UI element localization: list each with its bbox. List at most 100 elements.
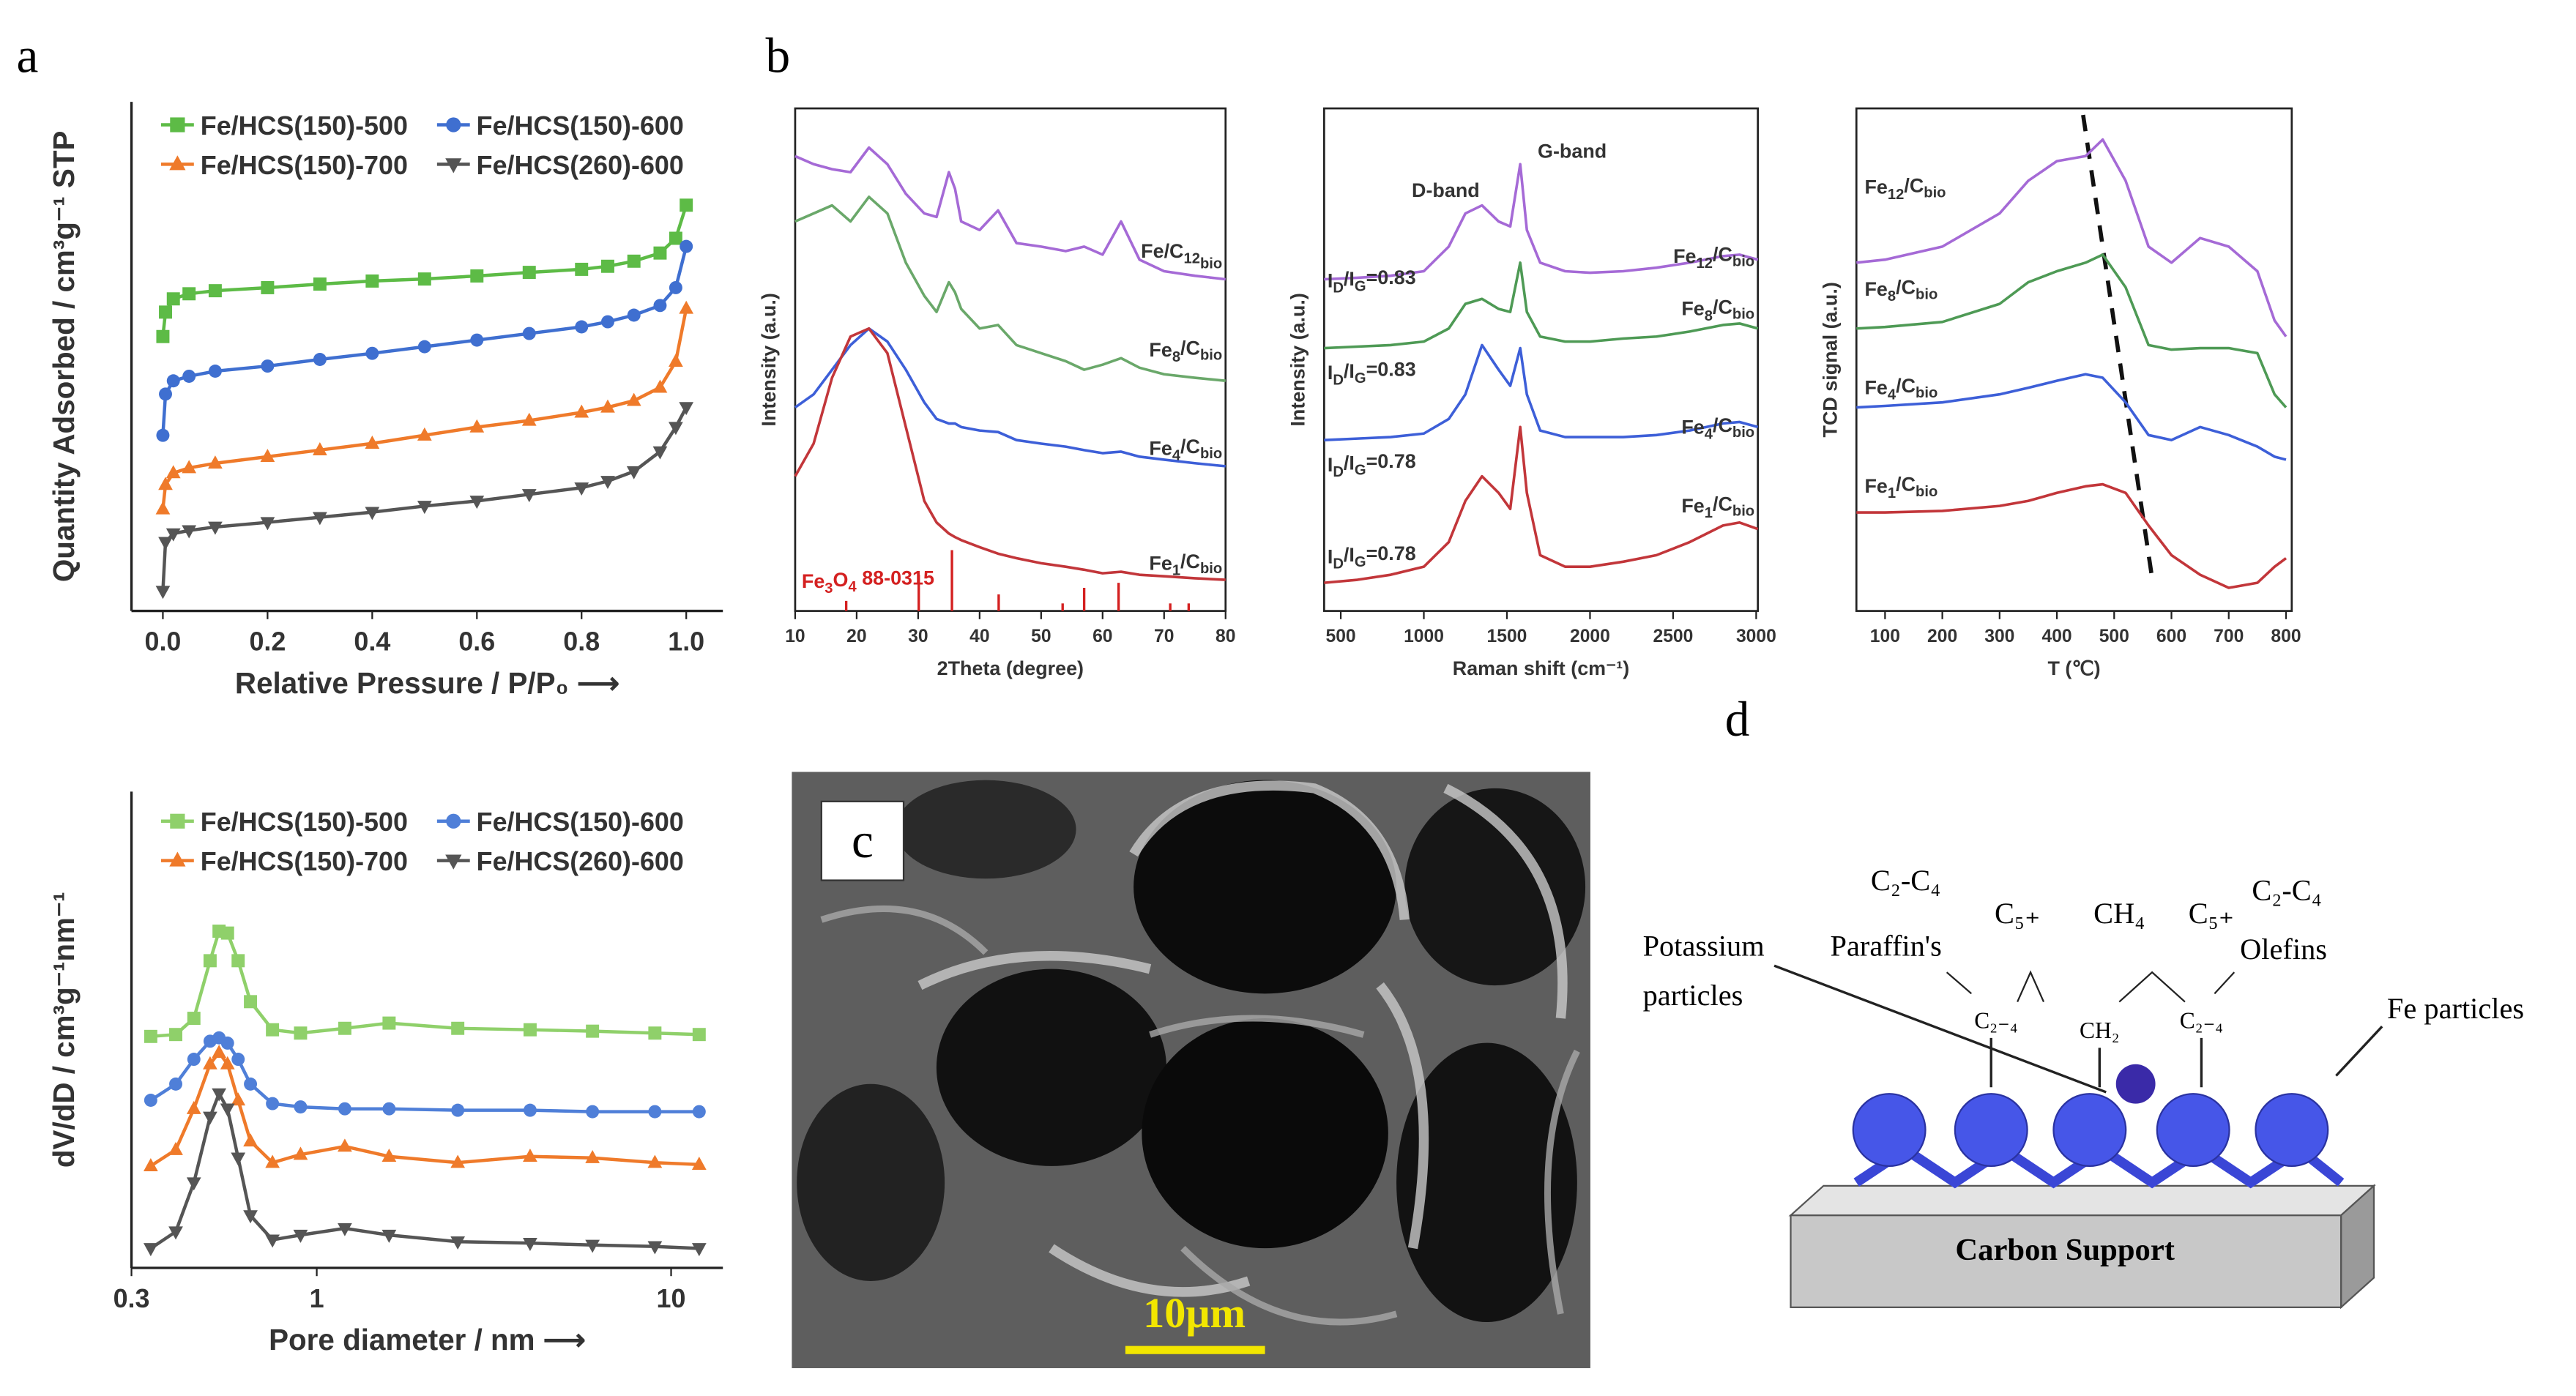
series-label: Fe8/Cbio	[1681, 296, 1754, 324]
series-label-part: Fe	[1864, 475, 1887, 497]
marker	[600, 399, 615, 413]
x-tick-label: 2500	[1653, 627, 1693, 646]
series-line	[1324, 425, 1759, 584]
marker	[451, 1021, 465, 1035]
x-tick-label: 500	[2099, 627, 2129, 646]
series-label-part: bio	[1916, 484, 1937, 500]
x-tick-label: 300	[1984, 627, 2014, 646]
label: C₂₋₄	[1974, 1007, 2017, 1033]
marker	[338, 1102, 351, 1116]
marker	[470, 333, 484, 347]
legend-label: Fe/HCS(260)-600	[477, 151, 684, 180]
marker	[169, 1028, 182, 1042]
series-label: Fe8/Cbio	[1149, 337, 1222, 365]
marker	[586, 1105, 600, 1119]
marker	[574, 404, 589, 418]
marker	[585, 1149, 600, 1163]
annotation-part: 4	[848, 579, 857, 595]
annotation-part: /I	[1344, 360, 1355, 382]
x-tick-label: 1	[310, 1284, 324, 1313]
series-label-part: Fe	[1864, 278, 1887, 300]
marker	[155, 586, 171, 600]
marker	[293, 1229, 308, 1243]
chart: 0.3 1 10 Pore diameter / nm ⟶ dV/dD / cm³g⁻¹…	[47, 791, 723, 1356]
annotation-part: D-band	[1412, 179, 1480, 201]
marker	[627, 308, 641, 322]
bonds	[1989, 1037, 2203, 1088]
marker	[575, 320, 589, 334]
marker	[265, 1154, 280, 1168]
legend-label: Fe/HCS(150)-700	[201, 847, 408, 876]
marker	[669, 354, 683, 367]
marker	[186, 1100, 201, 1114]
chart: 0.0 0.2 0.4 0.6 0.8 1.0 Relative Pressure / P/…	[47, 102, 723, 700]
arrow	[1946, 971, 1973, 995]
annotation: D-band	[1412, 179, 1480, 201]
x-axis-label: 2Theta (degree)	[937, 657, 1084, 679]
x-tick-label: 10	[657, 1284, 686, 1313]
marker	[381, 1229, 397, 1243]
series-label: Fe4/Cbio	[1681, 414, 1754, 442]
marker	[231, 1152, 246, 1166]
annotation: ID/IG=0.83	[1328, 359, 1416, 389]
annotation-part: I	[1328, 270, 1333, 292]
marker	[260, 517, 275, 531]
annotation: ID/IG=0.83	[1328, 266, 1416, 296]
marker	[212, 1088, 227, 1102]
series-line	[1856, 373, 2287, 461]
legend-label: Fe/HCS(150)-500	[201, 807, 408, 837]
label: CH₂	[2080, 1018, 2120, 1043]
marker	[187, 1053, 201, 1067]
marker	[469, 419, 485, 433]
series-label-part: bio	[1200, 255, 1222, 272]
series-label-part: /C	[1713, 296, 1732, 318]
arrow	[2335, 1026, 2383, 1077]
series-label-part: 8	[1172, 349, 1180, 365]
marker	[170, 117, 185, 132]
marker	[158, 537, 173, 550]
annotation-part: D	[1333, 372, 1344, 388]
series-label-part: 1	[1172, 563, 1180, 579]
marker	[680, 239, 693, 253]
series-label-part: bio	[1732, 504, 1754, 520]
x-tick-label: 0.4	[354, 627, 390, 656]
label: Paraffin's	[1830, 930, 1941, 963]
marker	[382, 1102, 396, 1116]
marker	[166, 292, 180, 306]
annotation-part: G	[1355, 370, 1366, 387]
series-label-part: bio	[1200, 561, 1222, 577]
marker	[381, 1148, 397, 1162]
y-axis-label: dV/dD / cm³g⁻¹nm⁻¹	[47, 892, 81, 1168]
marker	[451, 1103, 465, 1117]
marker	[159, 387, 172, 401]
marker	[382, 1016, 396, 1030]
marker	[231, 1092, 246, 1106]
annotation-part: G	[1355, 463, 1366, 479]
series-label-part: 12	[1888, 187, 1904, 203]
marker	[691, 1243, 707, 1257]
series-label-part: /C	[1904, 174, 1924, 196]
series-line	[1856, 138, 2287, 337]
marker	[220, 1056, 235, 1070]
annotation-part: O	[833, 569, 849, 591]
panel-label: d	[1725, 692, 1750, 747]
marker	[244, 995, 258, 1009]
series-label-part: /C	[1896, 474, 1916, 496]
annotation-part: I	[1328, 546, 1333, 568]
marker	[170, 813, 185, 829]
marker	[338, 1021, 351, 1035]
series-label-part: /C	[1180, 550, 1200, 572]
marker	[208, 455, 223, 469]
panel-label: a	[17, 29, 39, 83]
marker	[365, 274, 379, 288]
marker	[182, 369, 196, 383]
marker	[244, 1077, 258, 1091]
x-tick-label: 500	[1325, 627, 1355, 646]
series-label-part: Fe	[1864, 176, 1887, 198]
marker	[691, 1157, 707, 1170]
marker	[312, 512, 327, 526]
marker	[648, 1026, 662, 1040]
annotation-part: =0.83	[1366, 266, 1416, 288]
marker	[365, 436, 380, 449]
